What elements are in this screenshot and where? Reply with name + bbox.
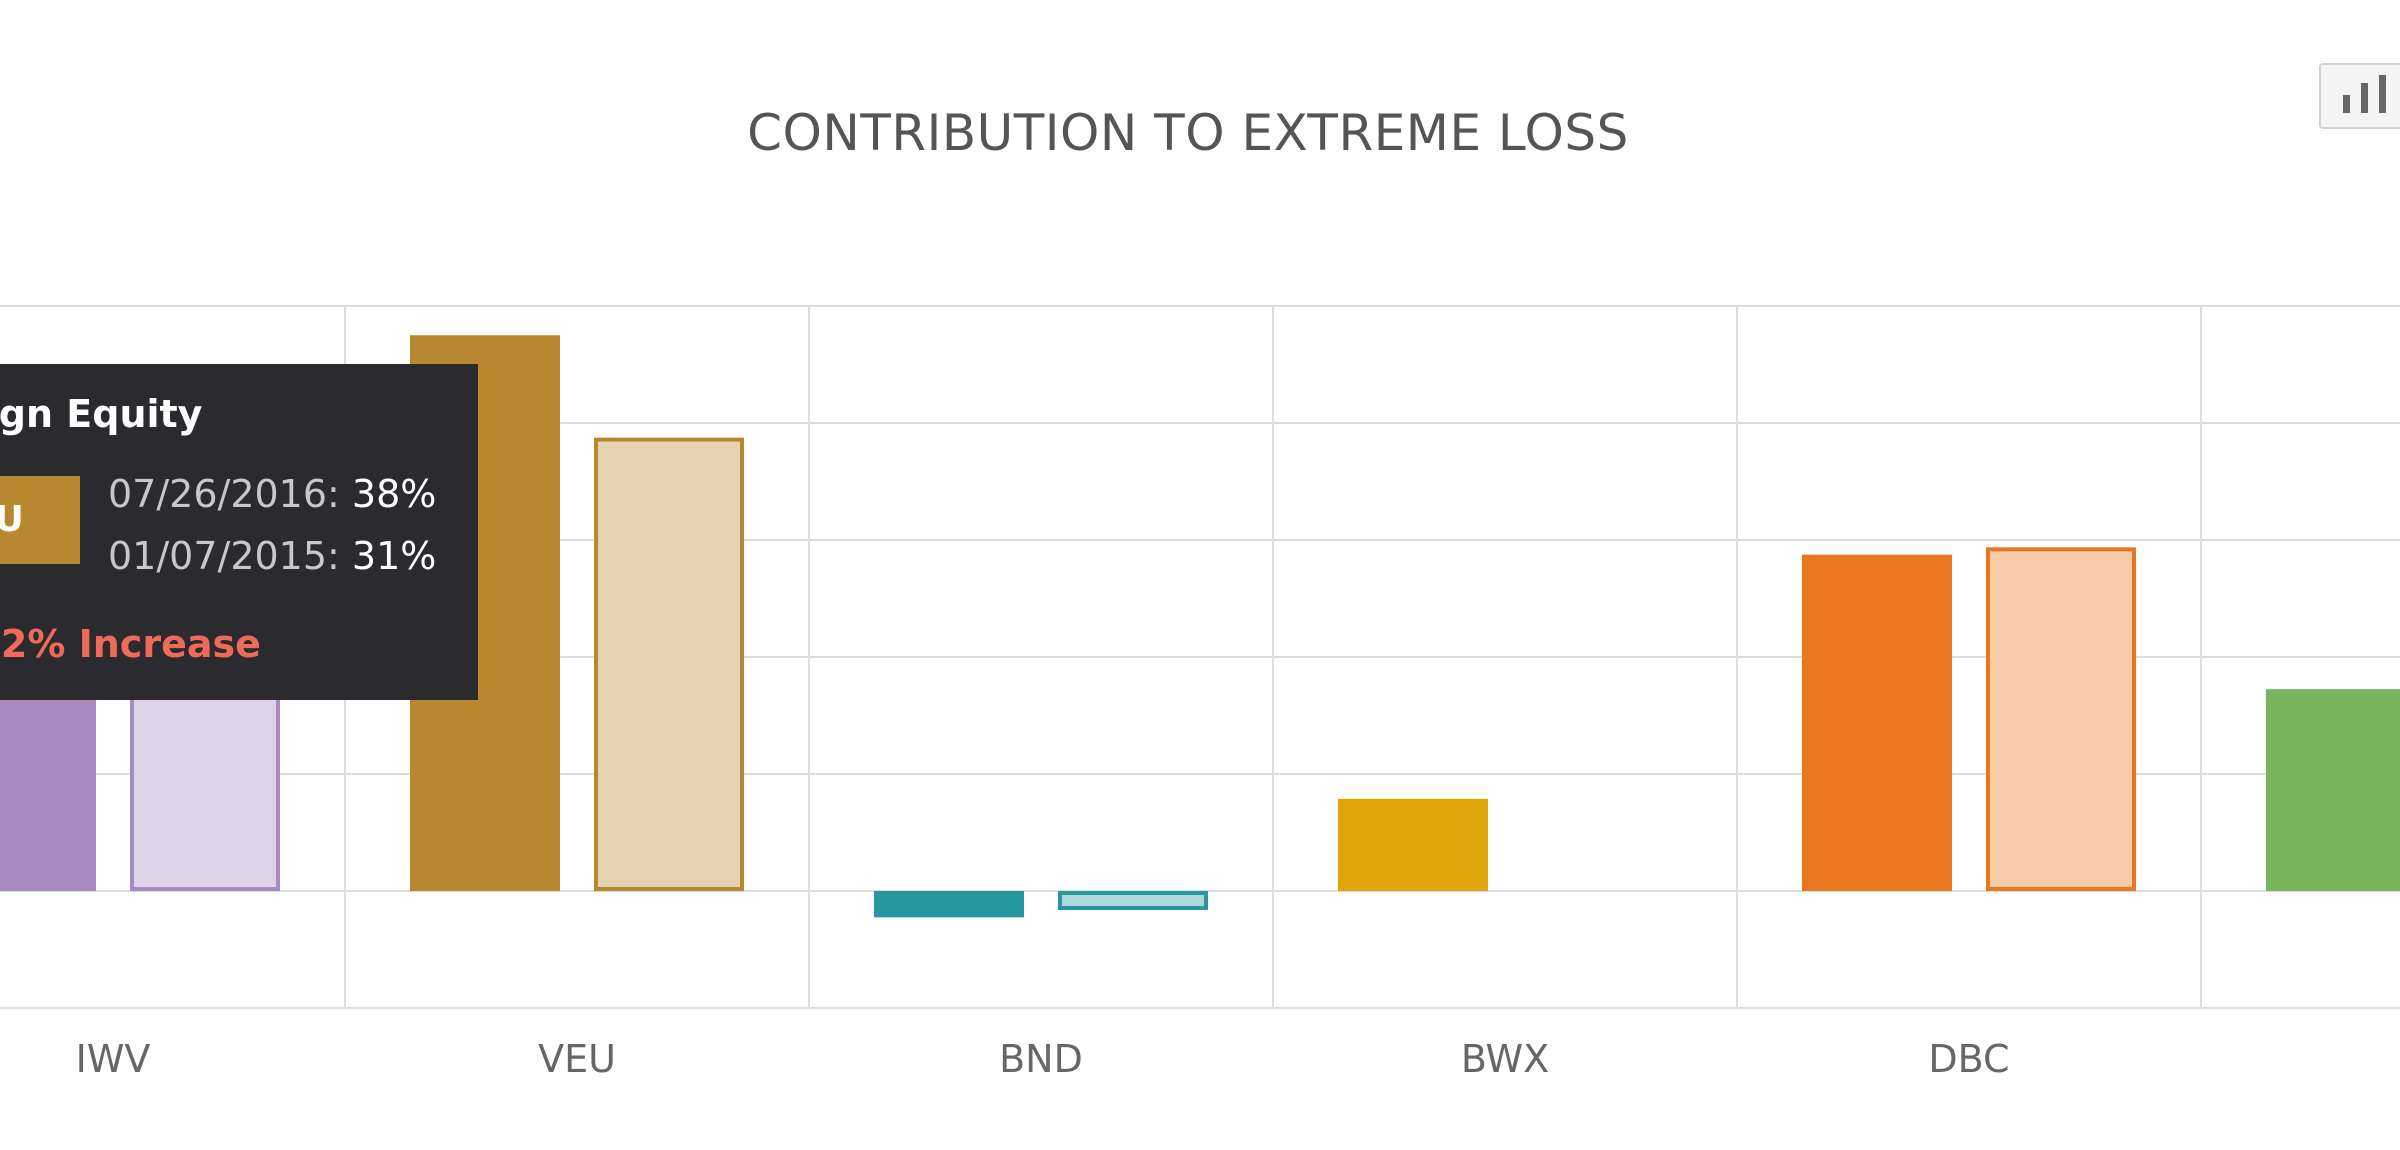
- tooltip-date-label: 01/07/2015:: [108, 534, 340, 578]
- tooltip-row: 01/07/2015: 31%: [108, 534, 436, 578]
- tooltip-date-label: 07/26/2016:: [108, 472, 340, 516]
- x-tick-label: BWX: [1461, 1037, 1549, 1081]
- x-tick-label: VEU: [538, 1037, 616, 1081]
- tooltip-ticker-badge: EU: [0, 476, 80, 564]
- tooltip-change: 7.2% Increase: [0, 622, 261, 666]
- bar-layer: [0, 335, 2400, 918]
- chart-tooltip: eign Equity EU 07/26/2016: 38% 01/07/201…: [0, 364, 478, 700]
- chart-menu-button[interactable]: [2319, 63, 2400, 129]
- bar: [874, 891, 1024, 918]
- bar: [1338, 798, 1488, 891]
- bar: [594, 437, 744, 891]
- chart-title: CONTRIBUTION TO EXTREME LOSS: [747, 104, 1629, 162]
- x-tick-label: DBC: [1928, 1037, 2009, 1081]
- bar: [1986, 547, 2136, 891]
- x-tick-label: BND: [999, 1037, 1083, 1081]
- x-tick-label: IWV: [76, 1037, 151, 1081]
- tooltip-row: 07/26/2016: 38%: [108, 472, 436, 516]
- tooltip-title: eign Equity: [0, 392, 203, 436]
- tooltip-value: 31%: [351, 534, 437, 578]
- bar: [1802, 554, 1952, 891]
- x-axis-labels: IWV VEU BND BWX DBC: [76, 1037, 2010, 1081]
- bar: [2266, 689, 2400, 891]
- tooltip-value: 38%: [351, 472, 437, 516]
- bar: [1058, 891, 1208, 911]
